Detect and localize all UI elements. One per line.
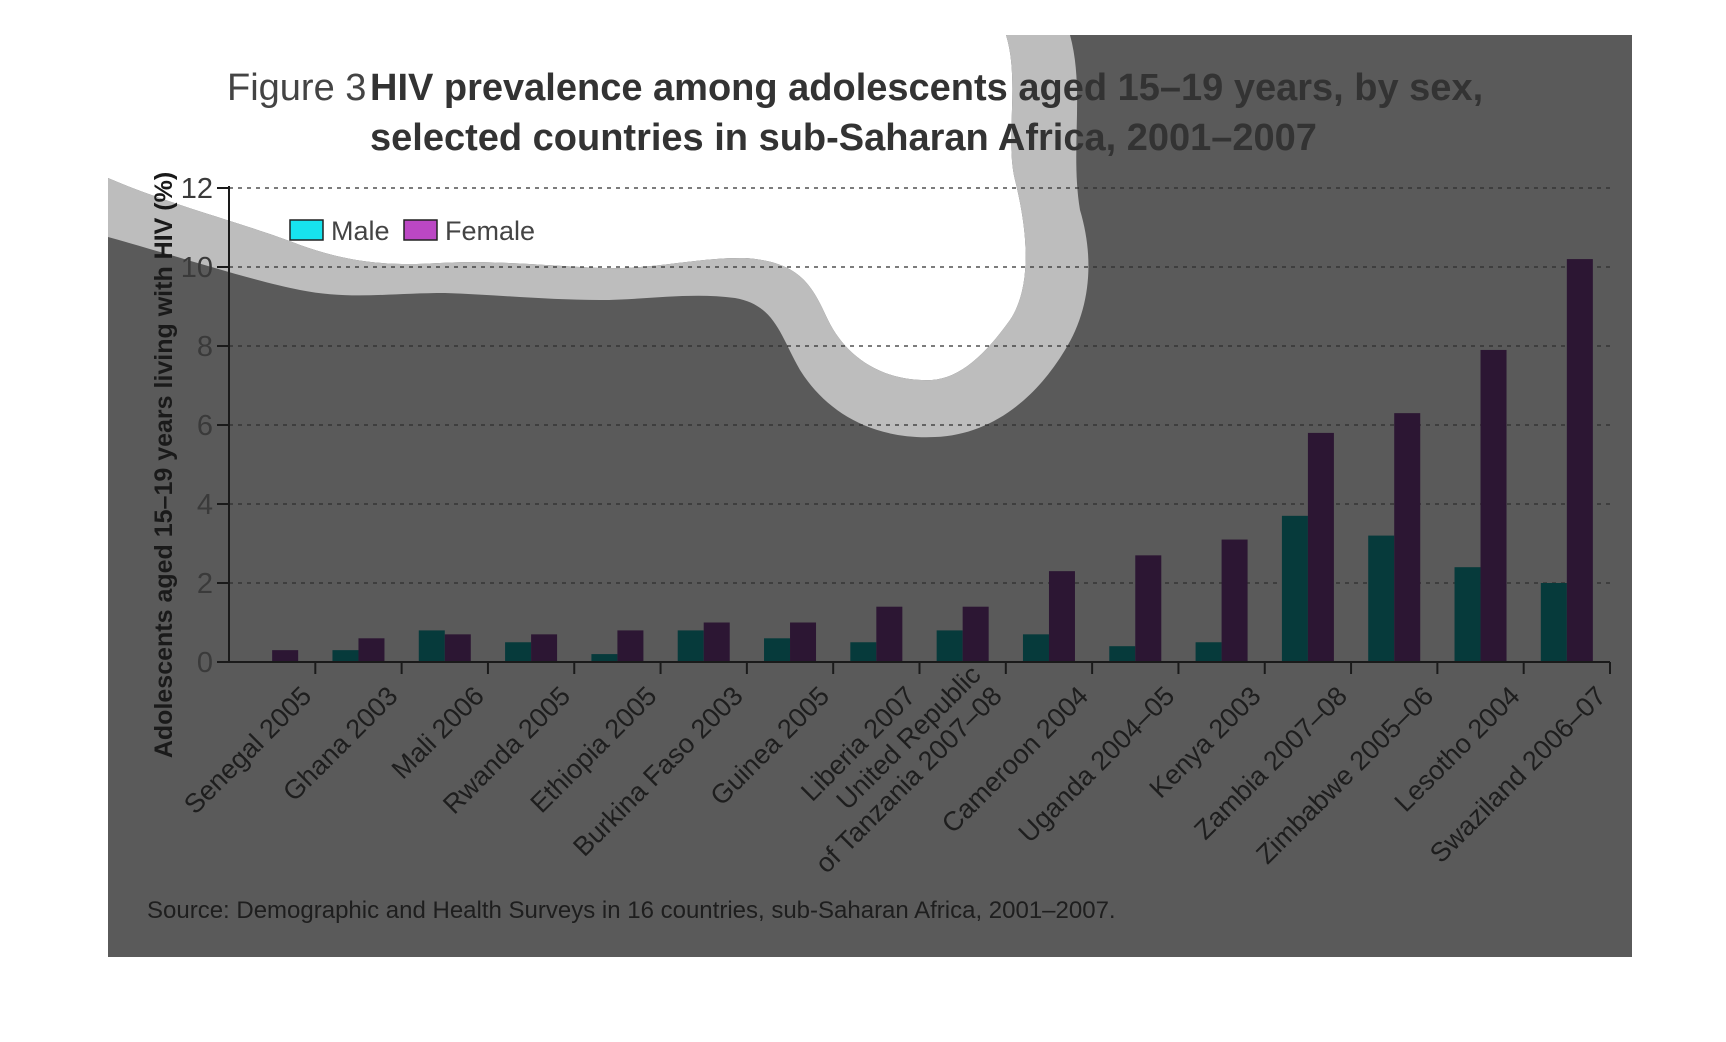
female-bar <box>703 622 730 662</box>
male-bar <box>1195 642 1222 662</box>
chart-title-line-2: selected countries in sub-Saharan Africa… <box>370 117 1317 159</box>
male-bar <box>936 630 963 662</box>
male-bar <box>764 638 791 662</box>
legend-male-swatch <box>289 219 324 241</box>
male-bar <box>1540 583 1567 662</box>
chart-title-line-1: HIV prevalence among adolescents aged 15… <box>370 67 1483 109</box>
y-tick-label: 0 <box>197 647 213 679</box>
legend-female-label: Female <box>445 216 535 246</box>
y-tick-label: 6 <box>197 410 213 442</box>
bars <box>272 259 1593 662</box>
figure-label: Figure 3 <box>227 67 366 109</box>
y-tick-label: 4 <box>197 489 213 521</box>
y-tick-label: 2 <box>197 568 213 600</box>
male-bar <box>591 654 618 662</box>
male-bar <box>418 630 445 662</box>
female-bar <box>1566 259 1593 662</box>
female-bar <box>962 606 989 662</box>
female-bar <box>617 630 644 662</box>
male-bar <box>677 630 704 662</box>
female-bar <box>1394 413 1421 662</box>
male-bar <box>850 642 877 662</box>
y-tick-label: 10 <box>181 252 213 284</box>
female-bar <box>1307 432 1334 662</box>
white-swoosh-area <box>108 35 1026 381</box>
source-note: Source: Demographic and Health Surveys i… <box>147 897 1116 924</box>
y-tick-label: 12 <box>181 173 213 205</box>
legend: Male Female <box>289 216 535 246</box>
male-bar <box>1454 567 1481 662</box>
female-bar <box>1135 555 1162 662</box>
male-bar <box>1368 535 1395 662</box>
y-tick-label: 8 <box>197 331 213 363</box>
female-bar <box>272 650 299 662</box>
female-bar <box>444 634 471 662</box>
grey-swoosh-stripe <box>108 35 1089 438</box>
y-ticks: 0 2 4 6 8 10 12 <box>181 173 229 679</box>
female-bar <box>790 622 817 662</box>
female-bar <box>1048 571 1075 662</box>
female-bar <box>358 638 385 662</box>
male-bar <box>1022 634 1049 662</box>
legend-female-swatch <box>403 219 438 241</box>
legend-male-label: Male <box>331 216 390 246</box>
female-bar <box>876 606 903 662</box>
female-bar <box>1480 349 1507 662</box>
y-axis-label: Adolescents aged 15–19 years living with… <box>150 172 178 758</box>
male-bar <box>332 650 359 662</box>
male-bar <box>1109 646 1136 662</box>
female-bar <box>1221 539 1248 662</box>
female-bar <box>531 634 558 662</box>
male-bar <box>1281 515 1308 662</box>
male-bar <box>505 642 532 662</box>
